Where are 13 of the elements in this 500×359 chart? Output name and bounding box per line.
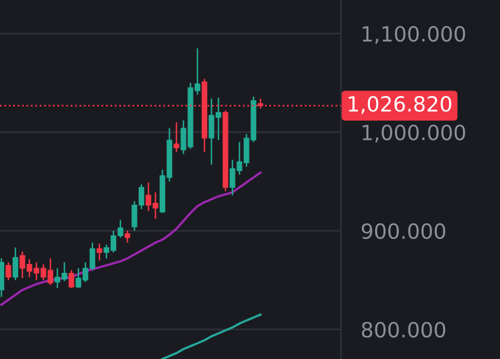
ref-line-label: 1,026.820 (348, 96, 452, 114)
y-tick-label: 900.000 (362, 223, 446, 239)
y-tick-label: 800.000 (362, 322, 446, 338)
line-series (161, 314, 262, 359)
line-series (0, 171, 262, 306)
candlestick (96, 242, 102, 262)
y-tick-label: 1,000.000 (362, 124, 466, 142)
candlestick (6, 262, 12, 281)
candlestick (68, 270, 74, 289)
candlestick (12, 246, 18, 281)
candlestick (174, 122, 180, 153)
candlestick (124, 230, 130, 244)
y-tick-label: 1,100.000 (362, 26, 466, 44)
